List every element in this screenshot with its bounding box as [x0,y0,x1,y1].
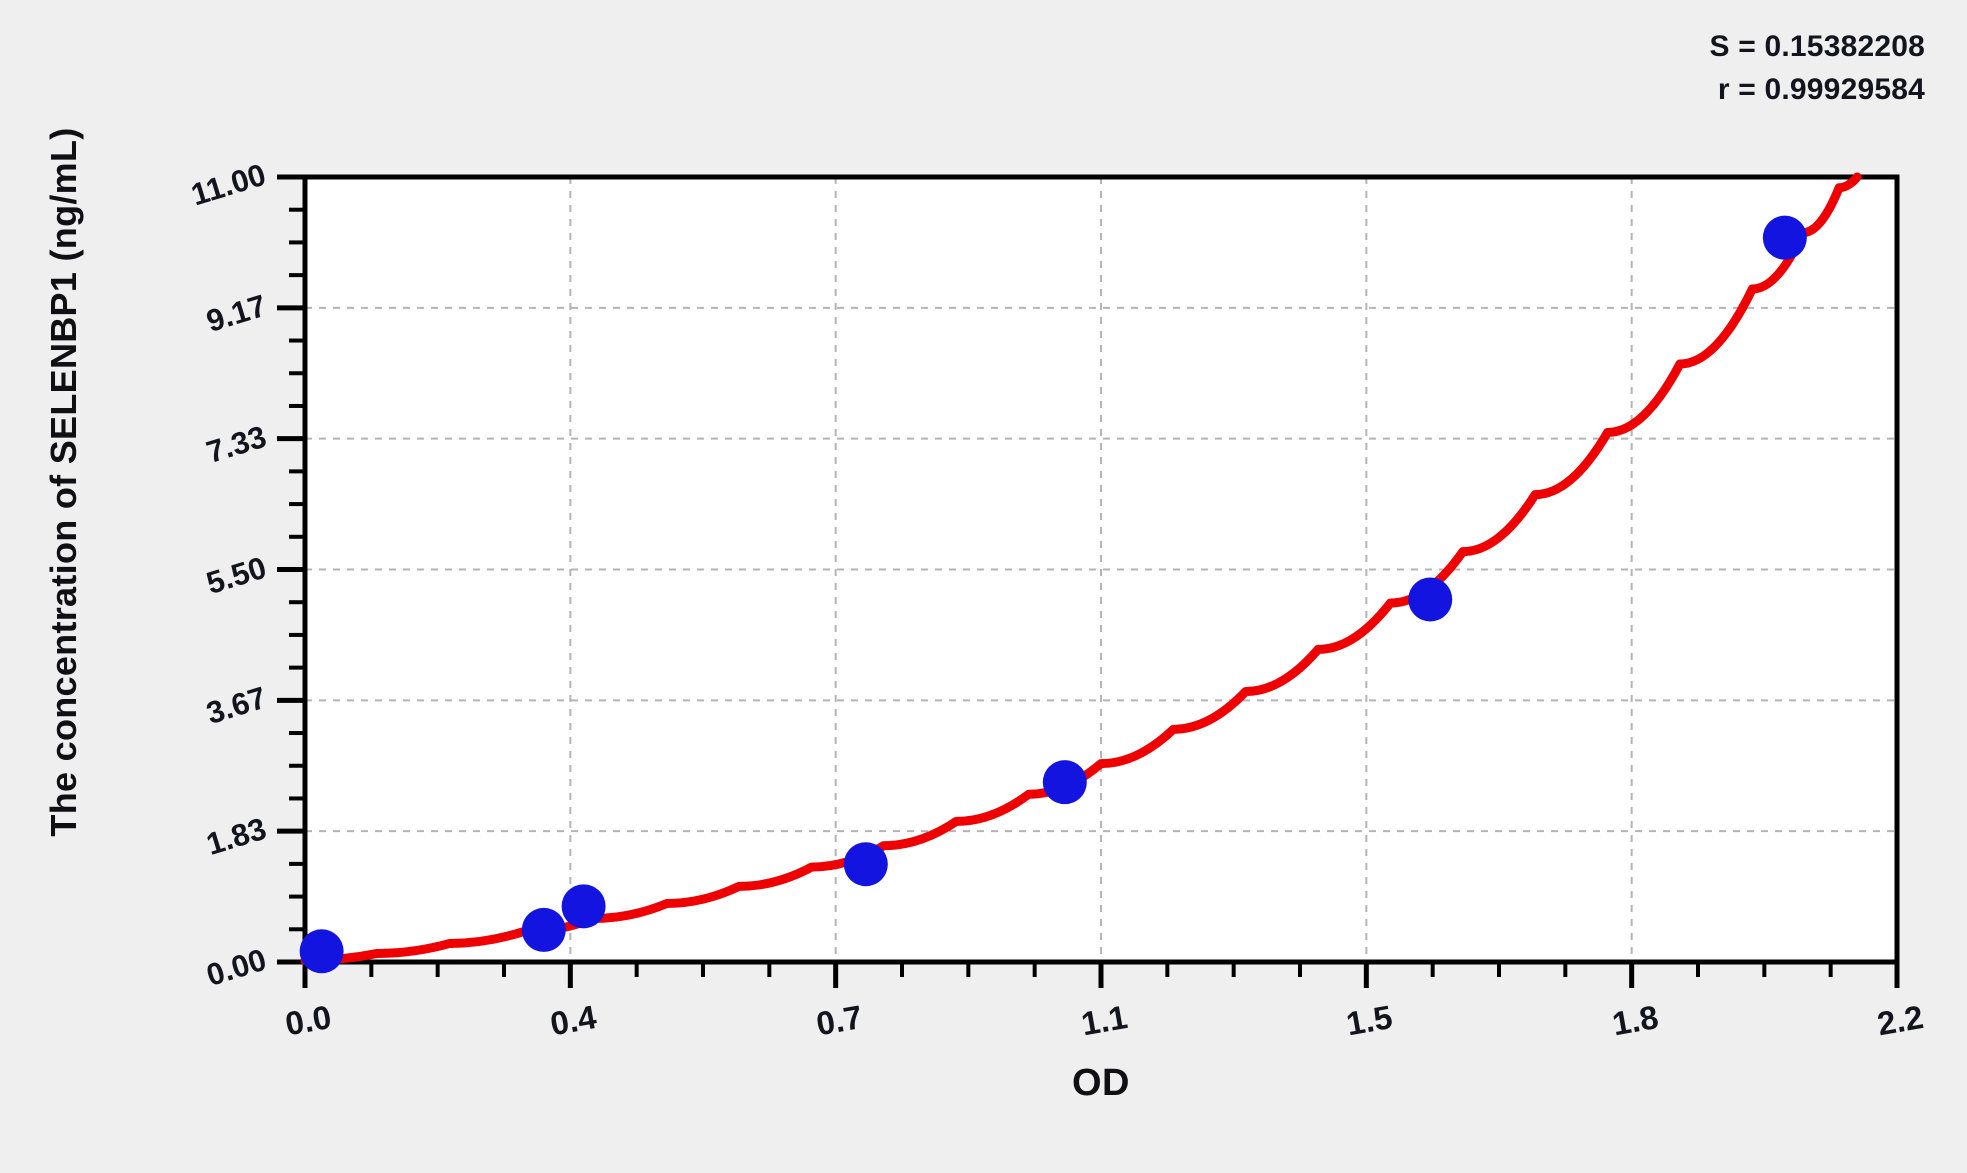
data-point-marker [561,884,606,929]
r-value-label: r = 0.99929584 [1717,72,1925,106]
data-point-markers [299,215,1807,974]
data-point-marker [1762,215,1807,260]
grid-lines [305,177,1897,962]
fit-statistics: S = 0.15382208 r = 0.99929584 [1710,26,1926,111]
data-point-marker [1408,577,1453,622]
data-point-marker [521,907,566,952]
plot-frame [302,174,1900,965]
data-point-marker [843,842,888,887]
data-point-marker [299,929,344,974]
major-ticks [277,174,1900,988]
data-point-marker [1042,760,1087,805]
s-value-label: S = 0.15382208 [1709,30,1925,63]
x-axis-title: OD [1072,1062,1130,1104]
